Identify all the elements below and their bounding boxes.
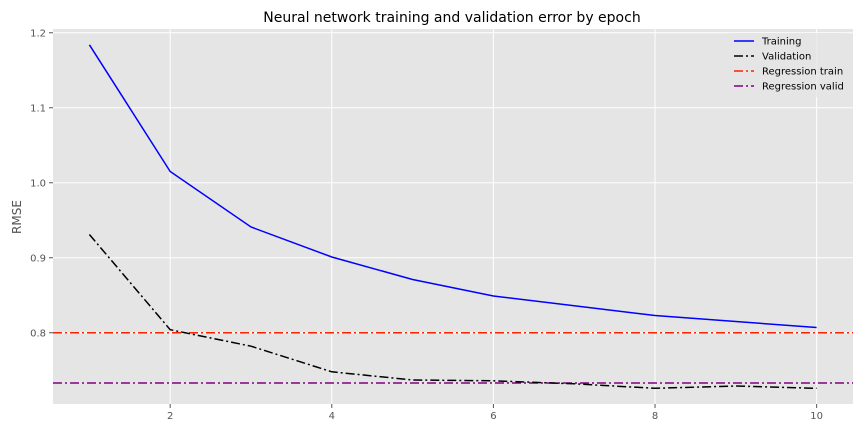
series-line: [88, 234, 817, 390]
x-tick-label: 4: [329, 411, 335, 422]
y-tick-label: 1.1: [30, 103, 46, 114]
reference-lines: [53, 332, 853, 384]
x-tick-label: 8: [652, 411, 658, 422]
y-axis-ticks: 0.8 0.9 1.0 1.1 1.2: [30, 28, 53, 339]
legend: Training Validation Regression train Regres…: [727, 33, 848, 97]
x-tick-label: 6: [490, 411, 496, 422]
x-tick-label: 10: [810, 411, 823, 422]
y-tick-label: 0.8: [30, 328, 46, 339]
y-tick-label: 1.0: [30, 178, 46, 189]
legend-label: Regression valid: [762, 82, 844, 93]
legend-label: Training: [761, 37, 801, 48]
legend-box: [727, 33, 848, 97]
x-tick-label: 2: [167, 411, 173, 422]
x-axis-ticks: 2 4 6 8 10: [167, 404, 823, 422]
series-lines: [88, 44, 817, 390]
y-axis-label: RMSE: [10, 200, 24, 234]
y-tick-label: 1.2: [30, 28, 46, 39]
series-line: [88, 44, 817, 329]
legend-label: Regression train: [762, 67, 843, 78]
legend-label: Validation: [762, 52, 811, 63]
chart-title: Neural network training and validation e…: [263, 10, 640, 26]
plot-area: [53, 29, 853, 404]
y-tick-label: 0.9: [30, 253, 46, 264]
